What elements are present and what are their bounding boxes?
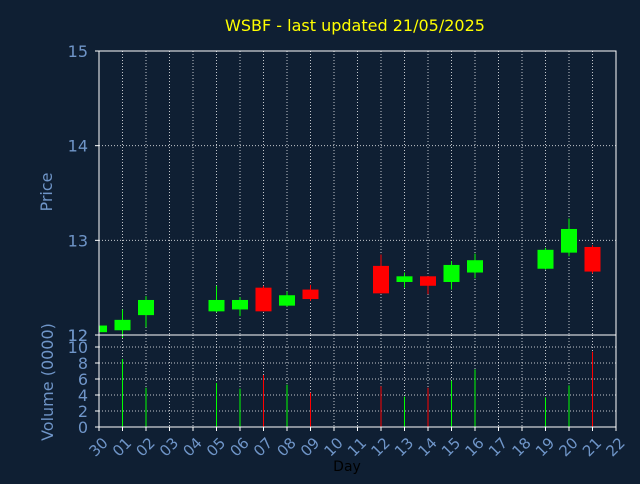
day-tick-label: 11 xyxy=(344,434,370,460)
chart-title: WSBF - last updated 21/05/2025 xyxy=(225,16,485,35)
price-candles xyxy=(99,228,601,333)
day-tick-label: 06 xyxy=(227,434,253,460)
day-tick-label: 09 xyxy=(297,434,323,460)
day-axis-label: Day xyxy=(333,459,361,475)
day-tick-label: 17 xyxy=(485,434,511,460)
candle-body xyxy=(232,299,248,310)
volume-tick-label: 0 xyxy=(78,418,88,437)
price-tick-label: 12 xyxy=(68,326,88,345)
day-tick-label: 14 xyxy=(415,434,441,460)
candle-body xyxy=(561,228,577,253)
day-tick-label: 07 xyxy=(250,434,276,460)
candle-body xyxy=(255,287,272,312)
day-tick-label: 22 xyxy=(603,434,629,460)
candle-body xyxy=(467,260,483,273)
day-tick-label: 04 xyxy=(180,434,206,460)
day-tick-label: 18 xyxy=(509,434,535,460)
candle-body xyxy=(279,295,295,306)
price-wicks xyxy=(98,218,593,338)
price-tick-label: 15 xyxy=(68,42,88,61)
price-gridlines xyxy=(99,51,616,335)
price-axis-label: Price xyxy=(37,172,56,211)
candle-body xyxy=(537,249,554,269)
candle-body xyxy=(208,299,225,312)
volume-gridlines xyxy=(99,335,616,427)
day-tick-label: 30 xyxy=(86,434,112,460)
volume-tick-label: 8 xyxy=(78,354,88,373)
volume-top-tick-label: 12 xyxy=(68,326,88,345)
candle-body xyxy=(373,265,389,294)
day-tick-label: 05 xyxy=(203,434,229,460)
day-tick-label: 21 xyxy=(579,434,605,460)
day-tick-label: 20 xyxy=(556,434,582,460)
day-tick-label: 19 xyxy=(532,434,558,460)
candle-body xyxy=(99,325,107,333)
day-tick-label: 01 xyxy=(109,434,135,460)
volume-tick-label: 10 xyxy=(68,338,88,357)
day-tick-label: 03 xyxy=(156,434,182,460)
candle-body xyxy=(114,319,131,331)
day-tick-label: 12 xyxy=(368,434,394,460)
price-axis-ticks: 12 13 14 15 xyxy=(68,42,99,345)
volume-axis-label: Volume (0000) xyxy=(38,323,57,441)
day-tick-label: 08 xyxy=(274,434,300,460)
candle-body xyxy=(420,276,436,286)
candle-body xyxy=(396,276,413,282)
volume-tick-label: 4 xyxy=(78,386,88,405)
volume-tick-label: 6 xyxy=(78,370,88,389)
volume-bars xyxy=(122,351,593,427)
volume-tick-label: 2 xyxy=(78,402,88,421)
price-tick-label: 13 xyxy=(68,231,88,250)
candle-body xyxy=(138,299,154,316)
day-tick-label: 02 xyxy=(133,434,159,460)
price-tick-label: 14 xyxy=(68,137,88,156)
day-tick-label: 15 xyxy=(438,434,464,460)
candle-body xyxy=(302,289,319,300)
day-tick-label: 13 xyxy=(391,434,417,460)
day-tick-label: 16 xyxy=(462,434,488,460)
candle-body xyxy=(584,246,601,272)
day-tick-label: 10 xyxy=(321,434,347,460)
candle-body xyxy=(443,264,460,282)
day-axis-ticks: 3001020304050607080910111213141516171819… xyxy=(86,427,629,460)
